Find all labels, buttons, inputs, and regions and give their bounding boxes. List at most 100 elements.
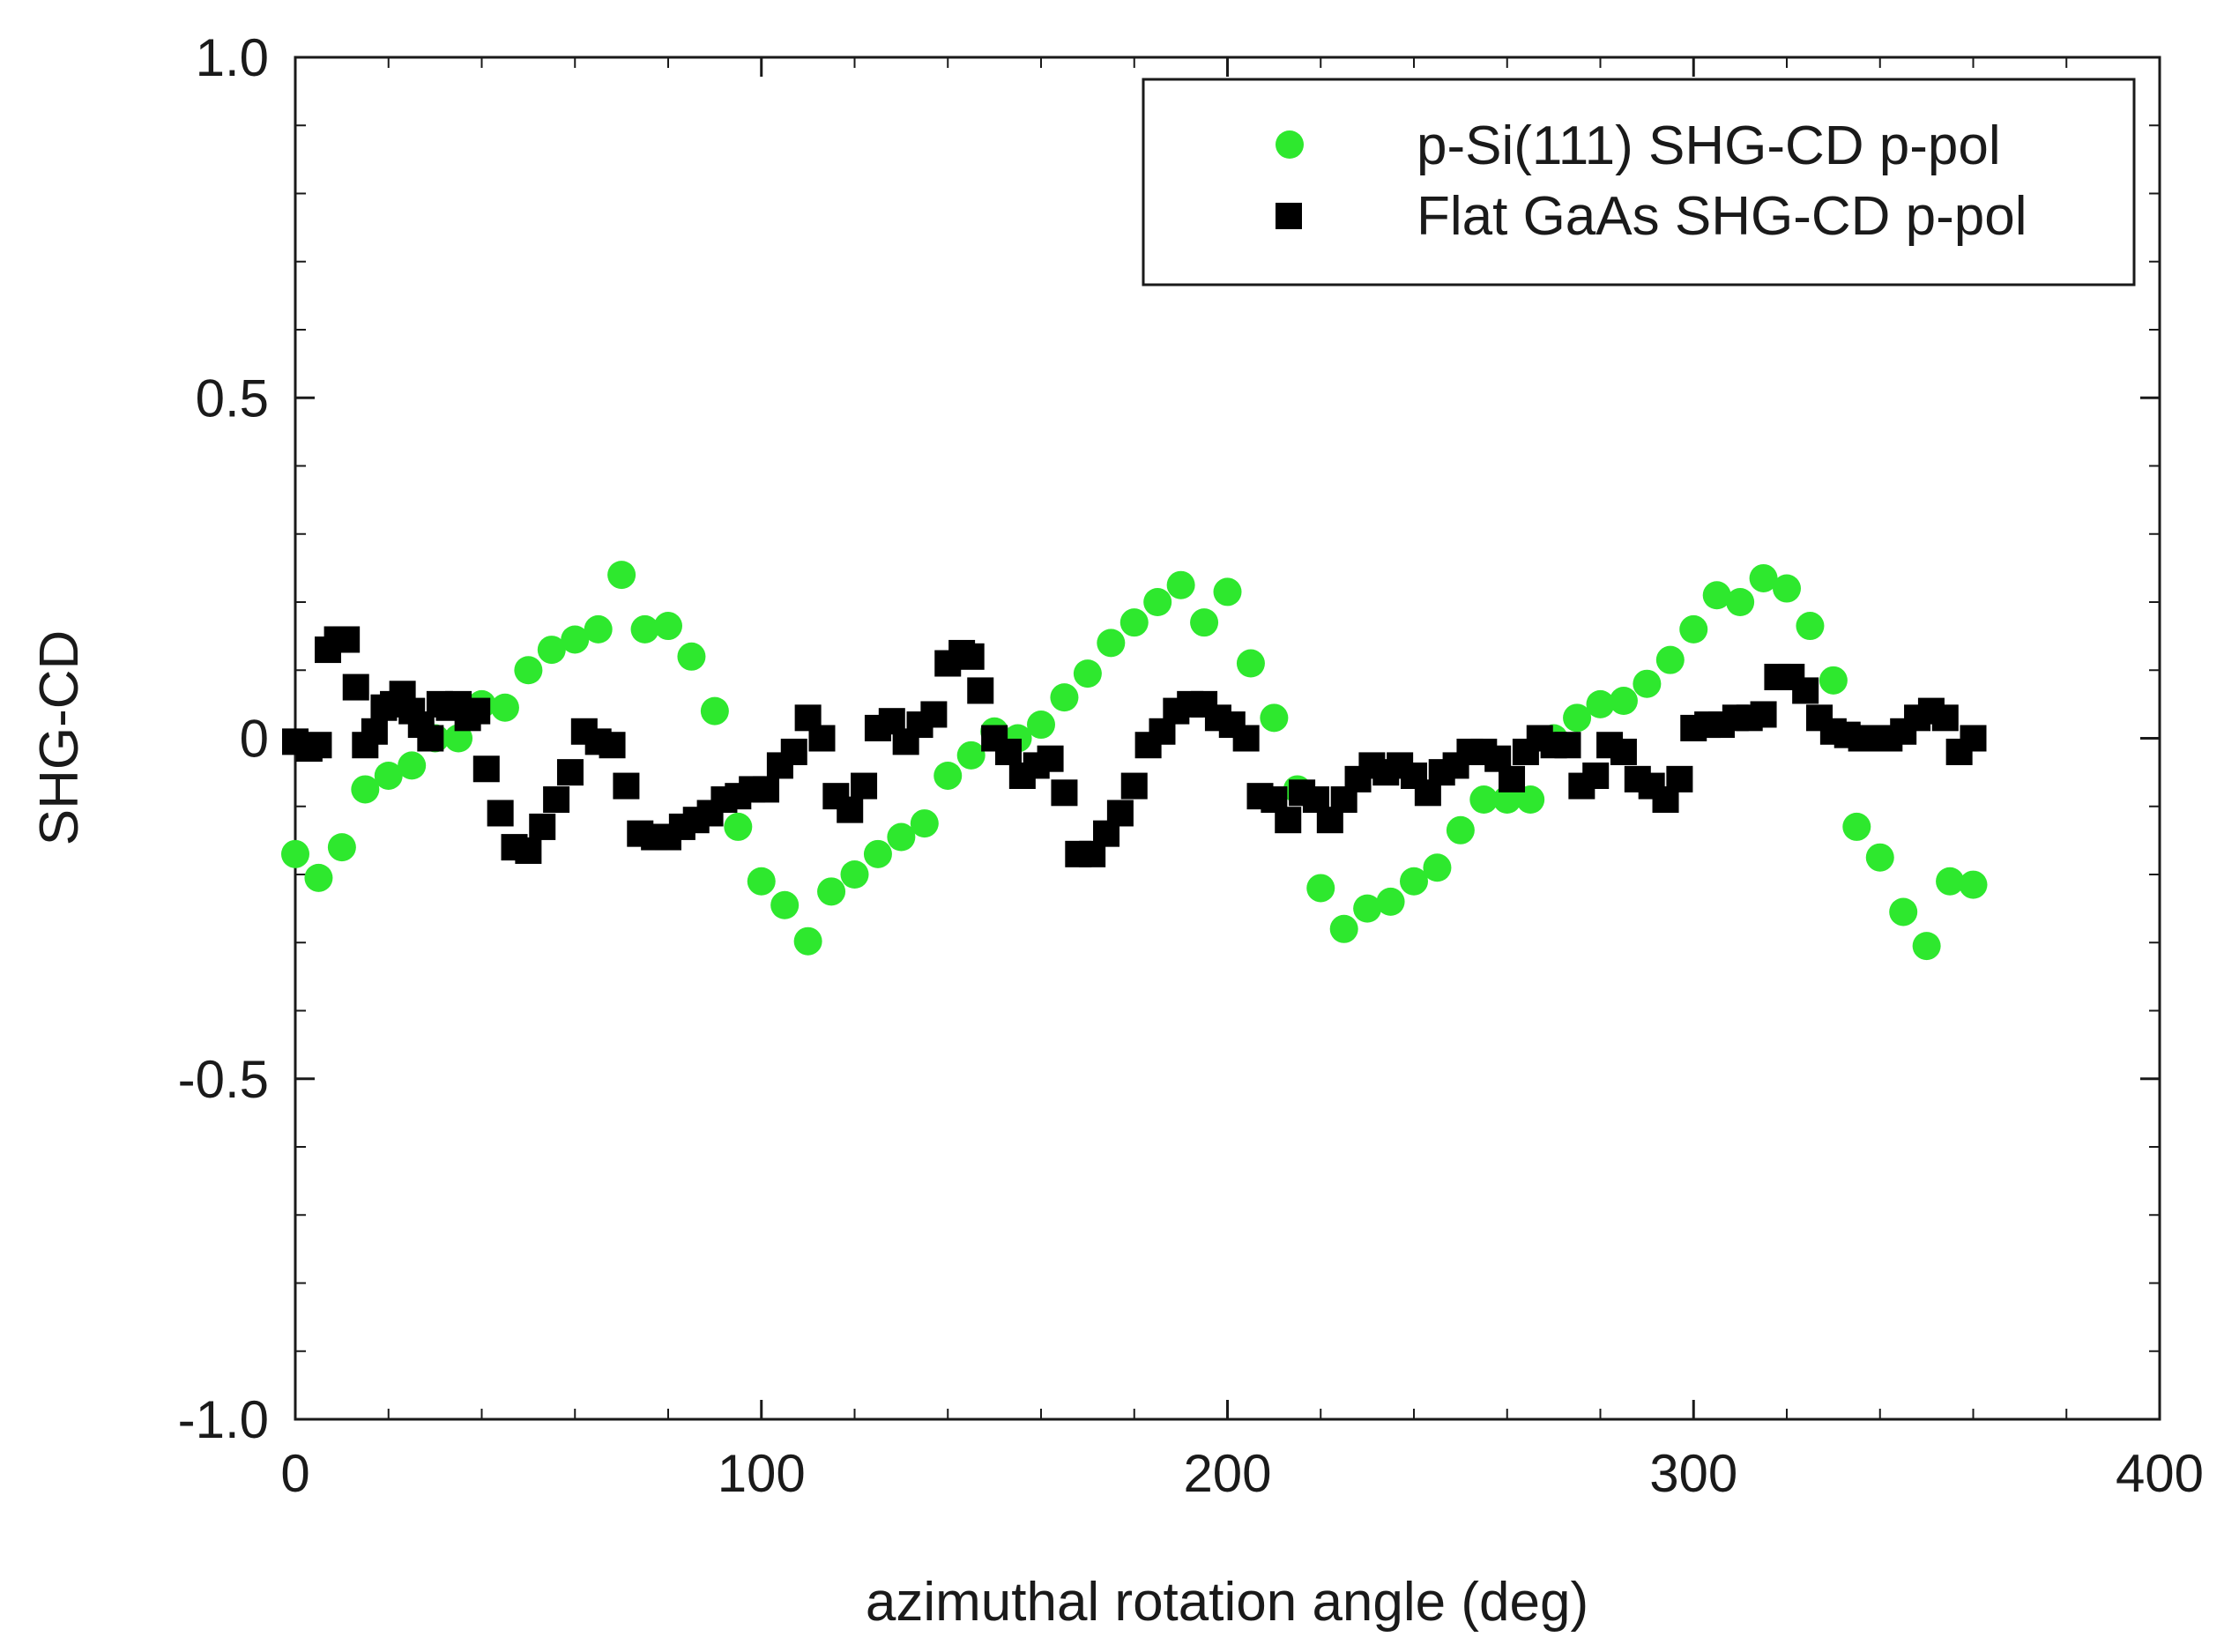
data-point-flat-gaas xyxy=(1051,779,1078,807)
data-point-p-si111 xyxy=(1563,703,1592,733)
data-point-p-si111 xyxy=(654,612,682,641)
data-point-p-si111 xyxy=(1865,843,1894,872)
x-tick-label: 200 xyxy=(1183,1444,1271,1503)
data-point-p-si111 xyxy=(514,656,543,685)
data-point-flat-gaas xyxy=(1275,807,1302,834)
data-point-flat-gaas xyxy=(967,677,994,704)
data-point-p-si111 xyxy=(770,890,800,919)
data-point-p-si111 xyxy=(1655,645,1685,674)
data-point-p-si111 xyxy=(1166,570,1195,599)
data-point-flat-gaas xyxy=(1750,701,1777,728)
data-point-flat-gaas xyxy=(808,725,836,752)
data-point-flat-gaas xyxy=(837,796,864,823)
data-point-p-si111 xyxy=(1609,687,1638,716)
legend: p-Si(111) SHG-CD p-pol Flat GaAs SHG-CD … xyxy=(1142,78,2136,286)
data-point-flat-gaas xyxy=(1792,677,1819,704)
data-point-p-si111 xyxy=(1726,588,1755,616)
y-tick-label: 1.0 xyxy=(196,28,269,87)
data-point-p-si111 xyxy=(1516,785,1545,815)
data-point-p-si111 xyxy=(817,877,846,906)
data-point-p-si111 xyxy=(1773,574,1801,603)
data-point-p-si111 xyxy=(444,724,473,753)
x-axis-title: azimuthal rotation angle (deg) xyxy=(866,1572,1588,1633)
data-point-p-si111 xyxy=(1912,932,1941,961)
x-tick-label: 0 xyxy=(280,1444,309,1503)
data-point-p-si111 xyxy=(1936,867,1965,896)
x-tick-labels: 0 100 200 300 400 xyxy=(280,1444,2204,1503)
data-point-flat-gaas xyxy=(543,786,570,814)
data-point-flat-gaas xyxy=(1582,762,1610,789)
series-flat-gaas xyxy=(282,626,1987,867)
data-point-p-si111 xyxy=(933,761,963,790)
data-point-p-si111 xyxy=(607,561,636,590)
data-point-p-si111 xyxy=(1446,815,1475,845)
data-point-flat-gaas xyxy=(920,701,948,728)
data-point-p-si111 xyxy=(630,614,659,644)
legend-marker-circle xyxy=(1276,130,1304,159)
data-point-flat-gaas xyxy=(333,626,361,653)
y-axis-title: SHG-CD xyxy=(29,630,90,846)
data-point-p-si111 xyxy=(398,751,427,780)
data-point-flat-gaas xyxy=(515,837,542,864)
data-point-p-si111 xyxy=(1306,874,1335,903)
data-point-flat-gaas xyxy=(1037,745,1064,772)
x-tick-label: 100 xyxy=(718,1444,806,1503)
data-point-p-si111 xyxy=(537,636,566,665)
data-point-p-si111 xyxy=(1073,659,1102,688)
data-point-flat-gaas xyxy=(1666,765,1693,793)
data-point-p-si111 xyxy=(281,839,309,868)
legend-marker-square xyxy=(1276,203,1302,229)
data-point-p-si111 xyxy=(840,860,869,889)
data-point-p-si111 xyxy=(1492,785,1521,815)
data-point-p-si111 xyxy=(1400,867,1428,896)
data-point-p-si111 xyxy=(1119,608,1149,637)
data-point-p-si111 xyxy=(700,696,729,726)
data-point-flat-gaas xyxy=(472,755,500,783)
data-point-p-si111 xyxy=(1586,689,1615,718)
data-point-p-si111 xyxy=(1143,588,1172,616)
data-point-flat-gaas xyxy=(305,732,332,759)
data-point-p-si111 xyxy=(1260,703,1289,733)
data-point-p-si111 xyxy=(1679,614,1708,644)
data-point-flat-gaas xyxy=(851,772,878,800)
legend-box xyxy=(1142,78,2136,286)
data-point-flat-gaas xyxy=(613,772,640,800)
data-point-p-si111 xyxy=(1842,812,1871,841)
data-point-p-si111 xyxy=(887,822,916,852)
data-point-flat-gaas xyxy=(342,673,369,701)
data-point-p-si111 xyxy=(374,761,403,790)
data-point-p-si111 xyxy=(956,740,986,770)
data-point-p-si111 xyxy=(1702,581,1731,610)
data-point-flat-gaas xyxy=(1106,800,1134,827)
data-point-flat-gaas xyxy=(957,643,985,670)
data-point-p-si111 xyxy=(1353,894,1382,923)
data-point-flat-gaas xyxy=(1499,765,1526,793)
data-point-p-si111 xyxy=(910,809,939,838)
legend-label-p-si111: p-Si(111) SHG-CD p-pol xyxy=(1417,115,2001,176)
data-point-flat-gaas xyxy=(1232,725,1260,752)
x-tick-label: 400 xyxy=(2116,1444,2204,1503)
data-point-p-si111 xyxy=(1819,666,1848,695)
data-point-p-si111 xyxy=(1190,608,1219,637)
data-point-flat-gaas xyxy=(753,776,780,803)
data-point-p-si111 xyxy=(1796,612,1825,641)
data-point-flat-gaas xyxy=(529,813,556,840)
data-point-p-si111 xyxy=(1329,914,1358,943)
data-point-p-si111 xyxy=(1889,897,1918,926)
data-point-p-si111 xyxy=(863,839,892,868)
data-point-flat-gaas xyxy=(1120,772,1148,800)
data-point-flat-gaas xyxy=(1610,738,1637,765)
data-point-p-si111 xyxy=(327,833,356,862)
data-point-flat-gaas xyxy=(361,718,388,745)
data-point-p-si111 xyxy=(677,642,706,671)
data-point-p-si111 xyxy=(561,625,590,654)
data-point-p-si111 xyxy=(1097,629,1126,658)
data-point-p-si111 xyxy=(584,614,613,644)
data-point-p-si111 xyxy=(793,926,822,956)
y-tick-label: -0.5 xyxy=(178,1050,269,1109)
data-point-flat-gaas xyxy=(1554,732,1581,759)
data-point-p-si111 xyxy=(1376,887,1405,916)
data-point-p-si111 xyxy=(304,863,333,892)
y-tick-label: 0 xyxy=(240,710,269,769)
